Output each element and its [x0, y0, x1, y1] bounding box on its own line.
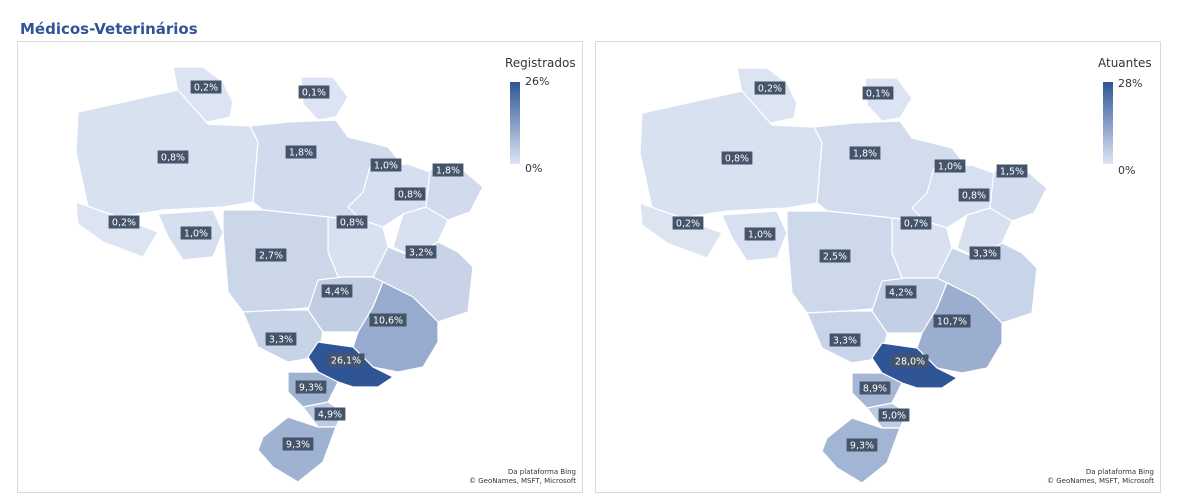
- value-label-mt: 2,7%: [259, 251, 283, 262]
- value-label-ma: 1,0%: [938, 162, 962, 173]
- labels-layer: 0,2% 0,1% 0,8% 1,8% 1,0% 1,8% 0,8% 0,2% 1,0% 0,8%…: [108, 80, 464, 451]
- value-label-box-ro: [744, 227, 776, 241]
- value-label-am: 0,8%: [161, 153, 185, 164]
- value-label-ms: 3,3%: [833, 336, 857, 347]
- legend-gradient-bar: [510, 82, 520, 164]
- value-label-sc: 4,9%: [318, 410, 342, 421]
- value-label-ba: 3,2%: [409, 248, 433, 259]
- value-label-box-sc: [314, 407, 346, 421]
- value-label-to: 0,8%: [340, 218, 364, 229]
- value-label-box-rr: [754, 81, 786, 95]
- value-label-ms: 3,3%: [269, 335, 293, 346]
- value-label-ro: 1,0%: [748, 230, 772, 241]
- legend-title: Atuantes: [1098, 56, 1152, 70]
- value-label-box-pa: [849, 146, 881, 160]
- legend-min-label: 0%: [1118, 164, 1136, 177]
- brazil-map-atuantes: 0,2% 0,1% 0,8% 1,8% 1,0% 1,5% 0,8% 0,2% 1,0% 0,7%…: [639, 67, 1048, 484]
- value-label-box-ro: [180, 226, 212, 240]
- value-label-box-am: [157, 150, 189, 164]
- map-attribution: Da plataforma Bing © GeoNames, MSFT, Mic…: [1047, 468, 1154, 485]
- legend-gradient-bar: [1103, 82, 1113, 164]
- value-label-pi: 0,8%: [398, 190, 422, 201]
- value-label-pi: 0,8%: [962, 191, 986, 202]
- value-label-pa: 1,8%: [853, 149, 877, 160]
- value-label-box-pi: [394, 187, 426, 201]
- value-label-box-pa: [285, 145, 317, 159]
- legend-max-label: 28%: [1118, 77, 1143, 90]
- value-label-box-mg: [933, 314, 971, 328]
- legend-title: Registrados: [505, 56, 576, 70]
- legend-max-label: 26%: [525, 75, 550, 88]
- value-label-box-to: [336, 215, 368, 229]
- value-label-to: 0,7%: [904, 219, 928, 230]
- value-label-box-to: [900, 216, 932, 230]
- value-label-box-sp: [327, 353, 365, 367]
- value-label-sp: 28,0%: [895, 357, 925, 368]
- value-label-ac: 0,2%: [676, 219, 700, 230]
- value-label-box-rs: [282, 437, 314, 451]
- value-label-box-ba: [405, 245, 437, 259]
- states-layer: [639, 67, 1048, 484]
- value-label-pa: 1,8%: [289, 148, 313, 159]
- map-attribution: Da plataforma Bing © GeoNames, MSFT, Mic…: [469, 468, 576, 485]
- map-panel-atuantes: 0,2% 0,1% 0,8% 1,8% 1,0% 1,5% 0,8% 0,2% 1,0% 0,7%…: [595, 41, 1161, 493]
- state-ma: [911, 164, 995, 229]
- brazil-map-registrados: 0,2% 0,1% 0,8% 1,8% 1,0% 1,8% 0,8% 0,2% 1,0% 0,8%…: [75, 66, 484, 483]
- value-label-box-am: [721, 151, 753, 165]
- value-label-rs: 9,3%: [286, 440, 310, 451]
- value-label-box-pr: [859, 381, 891, 395]
- value-label-pr: 9,3%: [299, 383, 323, 394]
- value-label-rr: 0,2%: [758, 84, 782, 95]
- value-label-box-sp: [891, 354, 929, 368]
- value-label-box-ap: [862, 86, 894, 100]
- value-label-box-pi: [958, 188, 990, 202]
- labels-layer: 0,2% 0,1% 0,8% 1,8% 1,0% 1,5% 0,8% 0,2% 1,0% 0,7%…: [672, 81, 1028, 452]
- value-label-box-mg: [369, 313, 407, 327]
- value-label-box-sc: [878, 408, 910, 422]
- value-label-box-rs: [846, 438, 878, 452]
- value-label-rs: 9,3%: [850, 441, 874, 452]
- value-label-ap: 0,1%: [866, 89, 890, 100]
- page-title: Médicos-Veterinários: [20, 20, 198, 38]
- value-label-rr: 0,2%: [194, 83, 218, 94]
- value-label-sc: 5,0%: [882, 411, 906, 422]
- value-label-ro: 1,0%: [184, 229, 208, 240]
- value-label-box-go: [885, 285, 917, 299]
- value-label-ap: 0,1%: [302, 88, 326, 99]
- value-label-box-mt: [255, 248, 287, 262]
- value-label-mg: 10,6%: [373, 316, 403, 327]
- value-label-box-ms: [265, 332, 297, 346]
- value-label-box-rr: [190, 80, 222, 94]
- value-label-sp: 26,1%: [331, 356, 361, 367]
- legend-min-label: 0%: [525, 162, 543, 175]
- value-label-pr: 8,9%: [863, 384, 887, 395]
- value-label-ac: 0,2%: [112, 218, 136, 229]
- state-ma: [347, 163, 431, 228]
- map-panel-registrados: 0,2% 0,1% 0,8% 1,8% 1,0% 1,8% 0,8% 0,2% 1,0% 0,8%…: [17, 41, 583, 493]
- value-label-ma: 1,0%: [374, 161, 398, 172]
- value-label-am: 0,8%: [725, 154, 749, 165]
- value-label-box-ce: [432, 163, 464, 177]
- value-label-mt: 2,5%: [823, 252, 847, 263]
- value-label-box-ba: [969, 246, 1001, 260]
- value-label-box-ac: [108, 215, 140, 229]
- value-label-box-go: [321, 284, 353, 298]
- value-label-box-ap: [298, 85, 330, 99]
- states-layer: [75, 66, 484, 483]
- value-label-ba: 3,3%: [973, 249, 997, 260]
- value-label-box-ma: [934, 159, 966, 173]
- value-label-mg: 10,7%: [937, 317, 967, 328]
- value-label-box-ce: [996, 164, 1028, 178]
- value-label-box-mt: [819, 249, 851, 263]
- value-label-go: 4,2%: [889, 288, 913, 299]
- value-label-box-ma: [370, 158, 402, 172]
- value-label-box-pr: [295, 380, 327, 394]
- value-label-box-ac: [672, 216, 704, 230]
- value-label-ce: 1,5%: [1000, 167, 1024, 178]
- value-label-ce: 1,8%: [436, 166, 460, 177]
- value-label-box-ms: [829, 333, 861, 347]
- value-label-go: 4,4%: [325, 287, 349, 298]
